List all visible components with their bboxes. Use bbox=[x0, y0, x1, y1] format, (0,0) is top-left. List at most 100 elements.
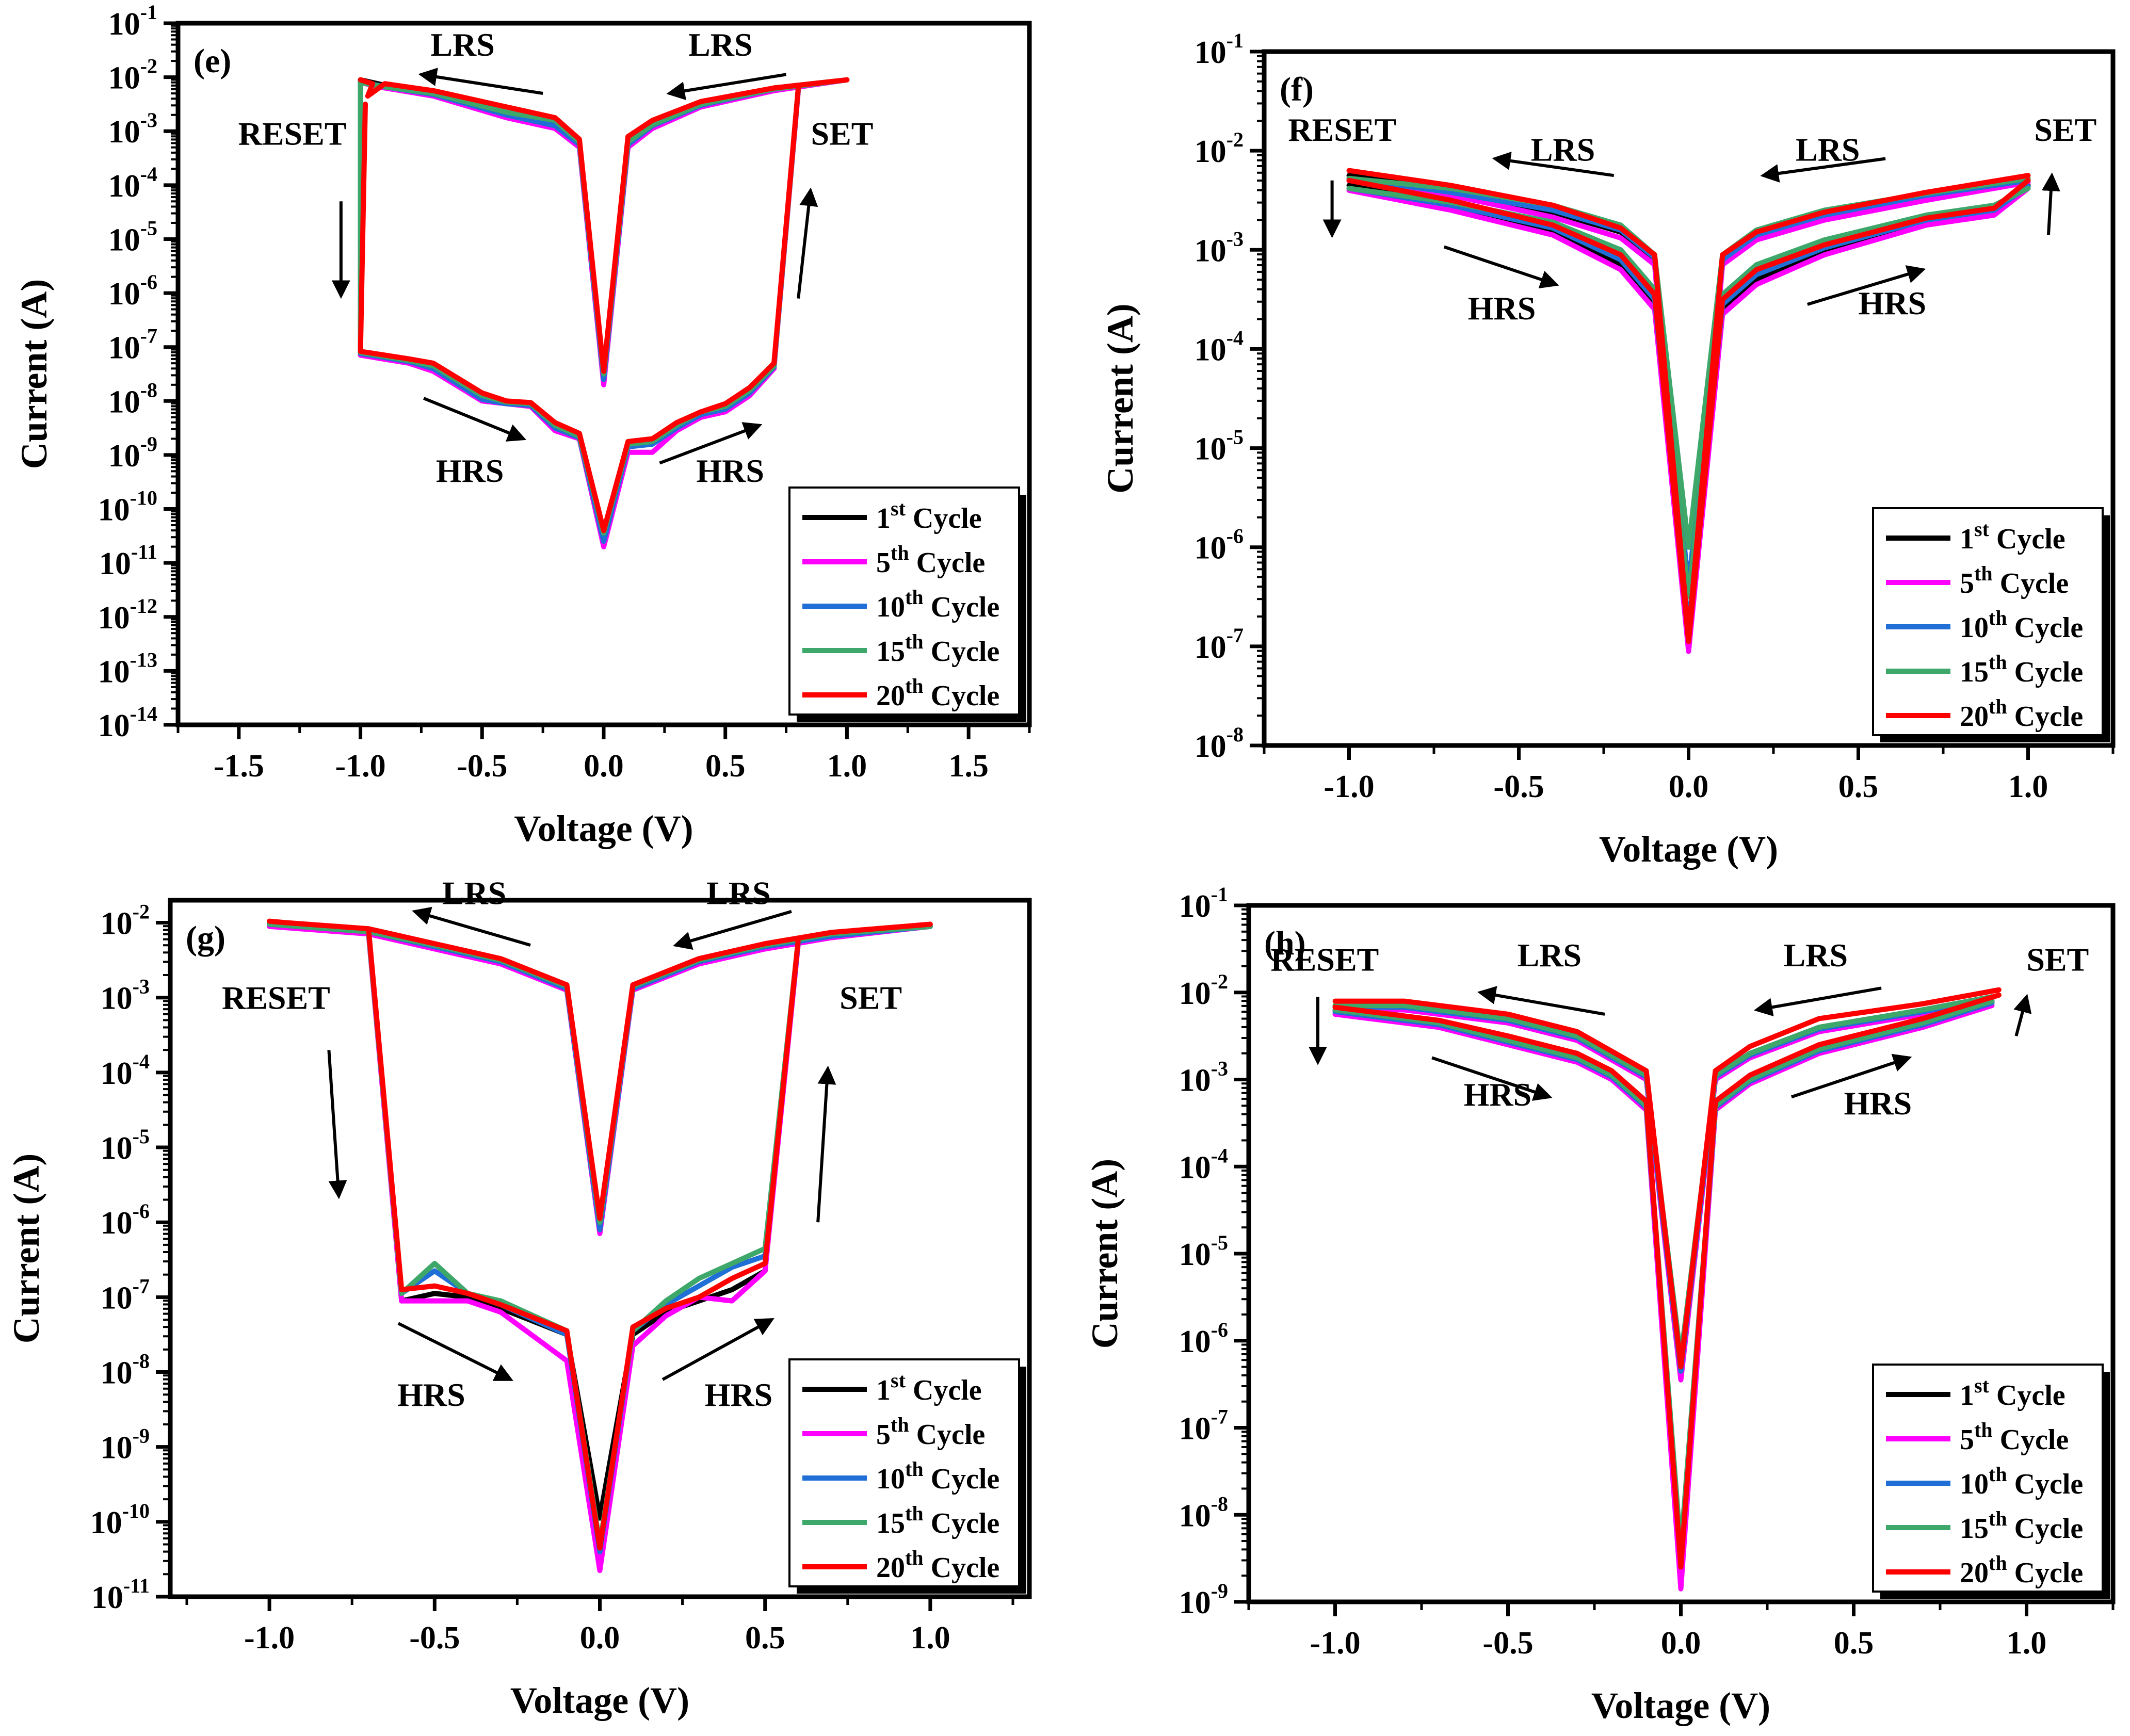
legend-entry: 10th Cycle bbox=[1960, 606, 2083, 644]
annotation-lrs: LRS bbox=[442, 874, 507, 911]
series-3 bbox=[358, 77, 850, 544]
x-tick-label: 0.5 bbox=[1838, 769, 1879, 804]
y-tick-label: 10-2 bbox=[1195, 128, 1244, 169]
panel-label: (e) bbox=[193, 42, 231, 80]
x-axis-label: Voltage (V) bbox=[510, 1680, 689, 1721]
x-tick-label: 0.0 bbox=[1661, 1626, 1701, 1661]
x-tick-label: 0.0 bbox=[584, 749, 624, 784]
x-axis-label: Voltage (V) bbox=[1591, 1685, 1770, 1726]
annotation-arrow bbox=[327, 1050, 347, 1199]
annotation-lrs: LRS bbox=[706, 874, 771, 911]
x-tick-label: 0.0 bbox=[1669, 769, 1709, 804]
y-tick-label: 10-9 bbox=[101, 1424, 150, 1466]
y-tick-label: 10-4 bbox=[1195, 326, 1244, 367]
y-axis-label: Current (A) bbox=[6, 1154, 47, 1344]
y-tick-label: 10-2 bbox=[1179, 970, 1228, 1011]
x-tick-label: -1.0 bbox=[335, 749, 385, 784]
legend-entry: 15th Cycle bbox=[876, 630, 999, 668]
annotation-arrow bbox=[1790, 1053, 1912, 1099]
annotation-lrs: LRS bbox=[688, 26, 753, 63]
y-tick-label: 10-4 bbox=[101, 1050, 150, 1091]
annotation-arrow bbox=[1806, 265, 1926, 306]
annotation-lrs: LRS bbox=[1784, 937, 1848, 974]
x-tick-label: 1.0 bbox=[2007, 1626, 2047, 1661]
series-line-lrs bbox=[358, 77, 850, 377]
y-tick-label: 10-4 bbox=[1179, 1144, 1228, 1185]
x-tick-label: 1.5 bbox=[948, 749, 989, 784]
panel-h: -1.0 -0.5 0.0 0.5 1.0 10-9 10-8 10-7 10-6 10-5 10-… bbox=[1084, 883, 2116, 1726]
legend bbox=[1872, 507, 2104, 736]
legend-entry: 1st Cycle bbox=[1960, 1374, 2066, 1411]
legend-entry: 1st Cycle bbox=[1960, 517, 2066, 555]
y-tick-label: 10-7 bbox=[1179, 1405, 1228, 1447]
annotation-set: SET bbox=[2026, 942, 2089, 978]
annotation-lrs: LRS bbox=[430, 26, 495, 63]
series-line-lrs bbox=[267, 920, 933, 1229]
series-line-hrs bbox=[358, 352, 777, 549]
series-line-lrs bbox=[267, 923, 933, 1236]
legend-entry: 5th Cycle bbox=[876, 1413, 985, 1451]
x-tick-label: 0.5 bbox=[745, 1620, 785, 1656]
annotation-arrow bbox=[412, 906, 531, 947]
y-tick-label: 10-4 bbox=[108, 163, 157, 204]
x-tick-label: -1.0 bbox=[244, 1620, 295, 1656]
legend-entry: 20th Cycle bbox=[1960, 1551, 2083, 1589]
y-tick-label: 10-11 bbox=[99, 540, 157, 581]
x-tick-label: -0.5 bbox=[1482, 1626, 1533, 1661]
x-tick-label: -1.0 bbox=[1324, 769, 1374, 804]
annotation-arrow bbox=[1760, 157, 1886, 183]
annotation-reset: RESET bbox=[1288, 111, 1396, 148]
x-tick-label: -0.5 bbox=[457, 749, 507, 784]
y-tick-label: 10-10 bbox=[90, 1499, 150, 1540]
y-tick-label: 10-6 bbox=[1179, 1318, 1228, 1359]
y-tick-label: 10-1 bbox=[1179, 883, 1228, 924]
annotation-set: SET bbox=[840, 979, 902, 1016]
x-tick-label: 0.0 bbox=[580, 1620, 620, 1656]
y-tick-label: 10-2 bbox=[108, 55, 157, 96]
annotation-arrow bbox=[1443, 245, 1559, 289]
panel-g: -1.0 -0.5 0.0 0.5 1.0 10-11 10-10 10-9 10-8 10-7 1… bbox=[6, 874, 1032, 1721]
y-tick-label: 10-8 bbox=[108, 378, 157, 419]
series-line-lrs bbox=[358, 77, 850, 374]
y-tick-label: 10-3 bbox=[108, 108, 157, 150]
y-axis-label: Current (A) bbox=[1084, 1159, 1125, 1349]
annotation-hrs: HRS bbox=[1468, 290, 1536, 327]
y-tick-label: 10-5 bbox=[1179, 1231, 1228, 1272]
series-line-hrs bbox=[399, 1261, 768, 1551]
x-tick-label: 0.5 bbox=[1834, 1626, 1874, 1661]
annotation-hrs: HRS bbox=[696, 452, 764, 489]
legend-entry: 20th Cycle bbox=[1960, 695, 2083, 733]
legend-entry: 1st Cycle bbox=[876, 1369, 982, 1406]
annotation-arrow bbox=[1477, 986, 1605, 1016]
annotation-set: SET bbox=[811, 115, 874, 152]
annotation-arrow bbox=[659, 422, 763, 465]
annotation-arrow bbox=[661, 1318, 774, 1381]
series-2 bbox=[358, 77, 850, 549]
series-line-hrs bbox=[358, 349, 777, 533]
x-tick-label: 1.0 bbox=[910, 1620, 950, 1656]
annotation-arrow bbox=[2041, 172, 2060, 235]
series-line-lrs bbox=[1332, 987, 2002, 1370]
annotation-arrow bbox=[418, 68, 543, 95]
annotation-reset: RESET bbox=[238, 115, 347, 152]
legend-entry: 1st Cycle bbox=[876, 497, 982, 534]
legend bbox=[788, 1358, 1020, 1587]
annotation-hrs: HRS bbox=[436, 452, 504, 489]
legend-entry: 15th Cycle bbox=[876, 1502, 999, 1539]
y-tick-label: 10-8 bbox=[1195, 723, 1244, 764]
annotation-lrs: LRS bbox=[1531, 131, 1595, 168]
x-axis-label: Voltage (V) bbox=[514, 808, 693, 849]
annotation-arrow bbox=[666, 73, 787, 100]
panel-label: (g) bbox=[186, 919, 225, 957]
series-line-set bbox=[762, 938, 801, 1266]
annotation-arrow bbox=[1431, 1056, 1553, 1101]
series-5 bbox=[1332, 987, 2002, 1570]
annotation-hrs: HRS bbox=[397, 1376, 465, 1413]
annotation-lrs: LRS bbox=[1518, 937, 1582, 974]
series-line-hrs bbox=[399, 1268, 768, 1573]
panel-f: -1.0 -0.5 0.0 0.5 1.0 10-8 10-7 10-6 10-5 10-4 10-… bbox=[1100, 29, 2116, 870]
y-tick-label: 10-12 bbox=[98, 594, 157, 636]
y-tick-label: 10-6 bbox=[1195, 525, 1244, 566]
annotation-reset: RESET bbox=[222, 979, 330, 1016]
